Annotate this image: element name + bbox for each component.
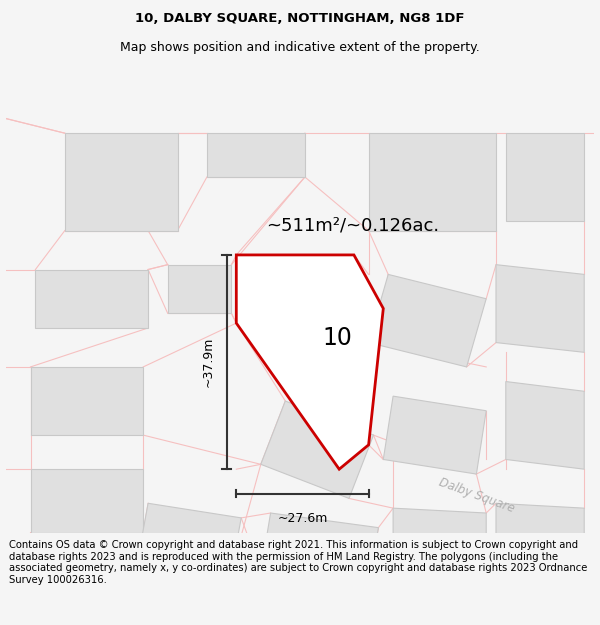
Polygon shape: [31, 469, 143, 532]
Polygon shape: [261, 513, 379, 586]
Polygon shape: [383, 396, 486, 474]
Polygon shape: [496, 264, 584, 352]
Polygon shape: [506, 133, 584, 221]
Polygon shape: [506, 381, 584, 469]
Polygon shape: [496, 503, 584, 576]
Polygon shape: [368, 133, 496, 231]
Text: ~511m²/~0.126ac.: ~511m²/~0.126ac.: [266, 217, 439, 235]
Polygon shape: [168, 264, 232, 313]
Polygon shape: [393, 508, 486, 581]
Text: ~37.9m: ~37.9m: [202, 337, 215, 388]
Polygon shape: [31, 367, 143, 435]
Polygon shape: [261, 401, 373, 498]
Polygon shape: [139, 503, 241, 571]
Text: Contains OS data © Crown copyright and database right 2021. This information is : Contains OS data © Crown copyright and d…: [9, 540, 587, 585]
Text: Dalby Square: Dalby Square: [437, 476, 516, 515]
Polygon shape: [65, 133, 178, 231]
Polygon shape: [207, 133, 305, 177]
Polygon shape: [236, 255, 383, 469]
Polygon shape: [368, 274, 486, 367]
Text: 10, DALBY SQUARE, NOTTINGHAM, NG8 1DF: 10, DALBY SQUARE, NOTTINGHAM, NG8 1DF: [135, 12, 465, 26]
Text: ~27.6m: ~27.6m: [277, 512, 328, 525]
Text: Map shows position and indicative extent of the property.: Map shows position and indicative extent…: [120, 41, 480, 54]
Polygon shape: [35, 269, 148, 328]
Text: 10: 10: [322, 326, 352, 350]
